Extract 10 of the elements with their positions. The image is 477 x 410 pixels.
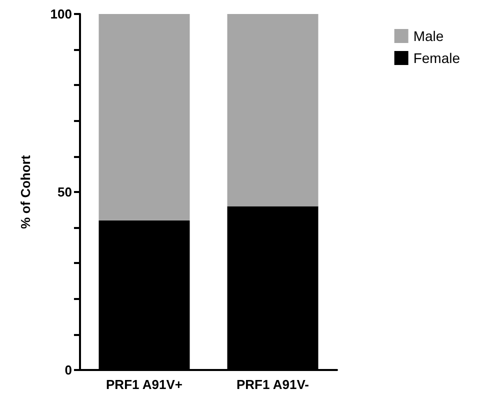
y-tick-label: 50: [58, 184, 72, 200]
x-tick-label: PRF1 A91V-: [236, 377, 309, 392]
legend-label: Male: [413, 28, 444, 44]
bar: [227, 14, 318, 206]
x-tick-label: PRF1 A91V+: [106, 377, 183, 392]
y-tick-label: 0: [64, 362, 72, 378]
y-tick-label: 100: [50, 6, 72, 22]
bar: [98, 14, 190, 220]
y-axis-title: % of Cohort: [18, 154, 33, 229]
legend-label: Female: [413, 50, 460, 66]
